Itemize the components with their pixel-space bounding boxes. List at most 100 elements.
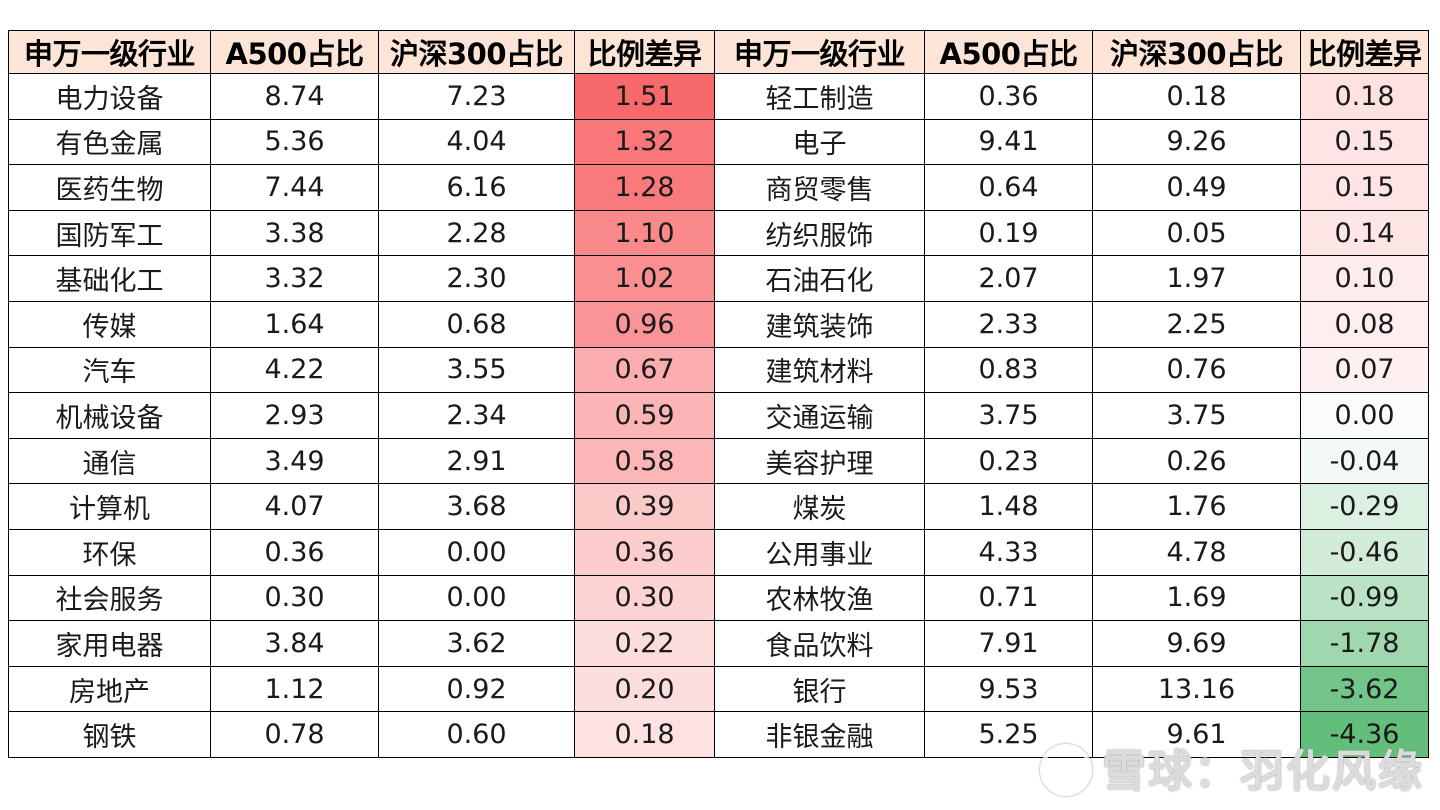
hs300-cell: 4.78 [1092, 528, 1301, 576]
diff-cell: -0.04 [1300, 437, 1429, 485]
a500-cell: 1.64 [210, 300, 379, 348]
table-row: 环保 0.36 0.00 0.36 公用事业 4.33 4.78 -0.46 [8, 528, 1429, 576]
diff-cell: 0.14 [1300, 209, 1429, 257]
hs300-cell: 0.18 [1092, 73, 1301, 120]
hs300-cell: 1.97 [1092, 255, 1301, 302]
hs300-cell: 9.61 [1092, 711, 1301, 758]
a500-cell: 1.12 [210, 665, 379, 713]
xueqiu-logo-icon [1040, 744, 1092, 796]
industry-cell: 医药生物 [8, 164, 211, 211]
a500-cell: 4.22 [210, 346, 379, 394]
diff-cell: 1.28 [574, 164, 715, 211]
table-row: 通信 3.49 2.91 0.58 美容护理 0.23 0.26 -0.04 [8, 437, 1429, 485]
hs300-cell: 7.23 [378, 73, 575, 120]
a500-cell: 4.33 [924, 528, 1093, 576]
diff-cell: -4.36 [1300, 711, 1429, 758]
a500-cell: 3.49 [210, 437, 379, 485]
watermark-text: 雪球：羽化风缘 [1102, 746, 1424, 797]
table-row: 医药生物 7.44 6.16 1.28 商贸零售 0.64 0.49 0.15 [8, 164, 1429, 211]
hs300-cell: 4.04 [378, 118, 575, 166]
header-a500-left: A500占比 [210, 30, 379, 74]
diff-cell: -0.29 [1300, 483, 1429, 530]
diff-cell: -0.46 [1300, 528, 1429, 576]
diff-cell: 0.58 [574, 437, 715, 485]
industry-cell: 纺织服饰 [714, 209, 925, 257]
diff-cell: 0.07 [1300, 346, 1429, 394]
industry-cell: 建筑材料 [714, 346, 925, 394]
table-row: 传媒 1.64 0.68 0.96 建筑装饰 2.33 2.25 0.08 [8, 300, 1429, 348]
table-row: 机械设备 2.93 2.34 0.59 交通运输 3.75 3.75 0.00 [8, 392, 1429, 439]
diff-cell: 0.22 [574, 620, 715, 667]
hs300-cell: 0.68 [378, 300, 575, 348]
hs300-cell: 9.26 [1092, 118, 1301, 166]
header-hs300-right: 沪深300占比 [1092, 30, 1301, 74]
diff-cell: 0.15 [1300, 164, 1429, 211]
hs300-cell: 2.30 [378, 255, 575, 302]
industry-cell: 食品饮料 [714, 620, 925, 667]
industry-cell: 交通运输 [714, 392, 925, 439]
hs300-cell: 9.69 [1092, 620, 1301, 667]
industry-cell: 传媒 [8, 300, 211, 348]
industry-cell: 钢铁 [8, 711, 211, 758]
industry-cell: 非银金融 [714, 711, 925, 758]
watermark: 雪球：羽化风缘 [1040, 735, 1424, 800]
header-industry-right: 申万一级行业 [714, 30, 925, 74]
industry-cell: 通信 [8, 437, 211, 485]
a500-cell: 3.75 [924, 392, 1093, 439]
industry-cell: 轻工制造 [714, 73, 925, 120]
a500-cell: 8.74 [210, 73, 379, 120]
industry-cell: 电子 [714, 118, 925, 166]
diff-cell: 1.10 [574, 209, 715, 257]
a500-cell: 3.84 [210, 620, 379, 667]
industry-weight-table: 申万一级行业 A500占比 沪深300占比 比例差异 申万一级行业 A500占比… [8, 30, 1429, 758]
hs300-cell: 0.05 [1092, 209, 1301, 257]
industry-cell: 商贸零售 [714, 164, 925, 211]
industry-cell: 环保 [8, 528, 211, 576]
a500-cell: 3.32 [210, 255, 379, 302]
hs300-cell: 13.16 [1092, 665, 1301, 713]
header-diff-left: 比例差异 [574, 30, 715, 74]
hs300-cell: 3.75 [1092, 392, 1301, 439]
diff-cell: 0.39 [574, 483, 715, 530]
diff-cell: -3.62 [1300, 665, 1429, 713]
header-a500-right: A500占比 [924, 30, 1093, 74]
hs300-cell: 3.55 [378, 346, 575, 394]
diff-cell: 0.18 [1300, 73, 1429, 120]
industry-cell: 房地产 [8, 665, 211, 713]
diff-cell: -0.99 [1300, 574, 1429, 622]
diff-cell: 0.00 [1300, 392, 1429, 439]
diff-cell: 0.18 [574, 711, 715, 758]
industry-cell: 公用事业 [714, 528, 925, 576]
table-row: 社会服务 0.30 0.00 0.30 农林牧渔 0.71 1.69 -0.99 [8, 574, 1429, 622]
a500-cell: 4.07 [210, 483, 379, 530]
industry-cell: 石油石化 [714, 255, 925, 302]
a500-cell: 5.36 [210, 118, 379, 166]
a500-cell: 9.53 [924, 665, 1093, 713]
diff-cell: 0.67 [574, 346, 715, 394]
hs300-cell: 0.92 [378, 665, 575, 713]
hs300-cell: 1.69 [1092, 574, 1301, 622]
diff-cell: 0.96 [574, 300, 715, 348]
diff-cell: 1.51 [574, 73, 715, 120]
hs300-cell: 3.68 [378, 483, 575, 530]
a500-cell: 2.93 [210, 392, 379, 439]
industry-cell: 计算机 [8, 483, 211, 530]
a500-cell: 0.19 [924, 209, 1093, 257]
hs300-cell: 2.28 [378, 209, 575, 257]
industry-cell: 社会服务 [8, 574, 211, 622]
diff-cell: 0.59 [574, 392, 715, 439]
industry-cell: 煤炭 [714, 483, 925, 530]
table-row: 房地产 1.12 0.92 0.20 银行 9.53 13.16 -3.62 [8, 665, 1429, 713]
diff-cell: 0.15 [1300, 118, 1429, 166]
industry-cell: 电力设备 [8, 73, 211, 120]
hs300-cell: 2.34 [378, 392, 575, 439]
a500-cell: 0.36 [210, 528, 379, 576]
industry-cell: 基础化工 [8, 255, 211, 302]
a500-cell: 9.41 [924, 118, 1093, 166]
table-row: 有色金属 5.36 4.04 1.32 电子 9.41 9.26 0.15 [8, 118, 1429, 166]
hs300-cell: 1.76 [1092, 483, 1301, 530]
header-industry-left: 申万一级行业 [8, 30, 211, 74]
hs300-cell: 0.00 [378, 574, 575, 622]
table-row: 国防军工 3.38 2.28 1.10 纺织服饰 0.19 0.05 0.14 [8, 209, 1429, 257]
a500-cell: 7.91 [924, 620, 1093, 667]
